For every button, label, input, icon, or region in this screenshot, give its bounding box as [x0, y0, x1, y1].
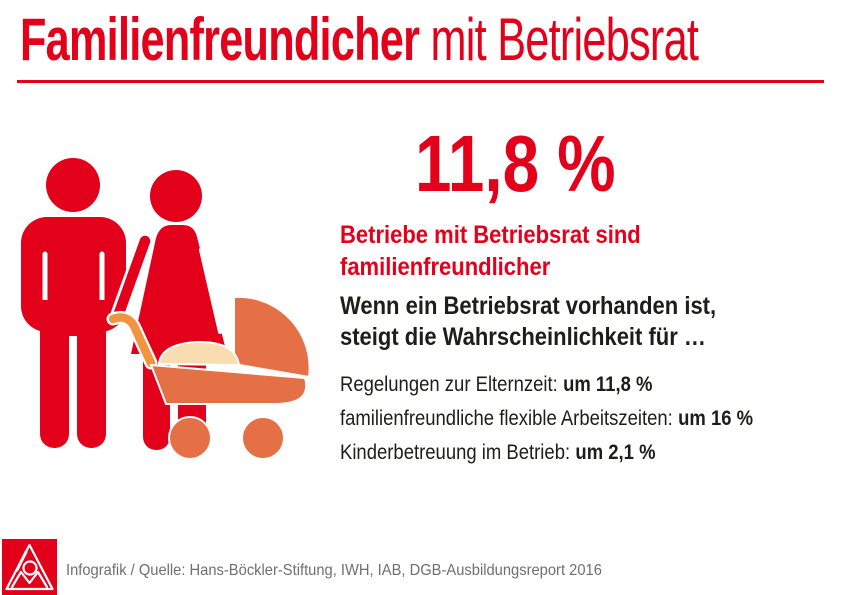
pram-handle — [108, 313, 156, 368]
woman-arm-left — [112, 235, 151, 322]
man-leg-right — [77, 310, 106, 448]
stat-label: Kinderbetreuung im Betrieb: — [340, 441, 571, 464]
pram-hood — [233, 295, 311, 379]
explanation-heading-line2: steigt die Wahrscheinlichkeit für … — [340, 323, 706, 351]
man-head — [46, 158, 100, 212]
page-title-bold: Familienfreundicher — [20, 6, 420, 73]
woman-figure — [110, 170, 227, 450]
stat-row-kinderbetreuung: Kinderbetreuung im Betrieb: um 2,1 % — [340, 440, 753, 465]
source-credit: Infografik / Quelle: Hans-Böckler-Stiftu… — [66, 562, 602, 579]
stat-row-arbeitszeiten: familienfreundliche flexible Arbeitszeit… — [340, 406, 753, 431]
stat-label: Regelungen zur Elternzeit: — [340, 373, 558, 396]
woman-dress — [131, 225, 227, 354]
key-statistic-caption-line2: familienfreundlicher — [340, 253, 551, 281]
stat-value: um 2,1 % — [575, 441, 656, 464]
pram-wheel-right — [241, 416, 285, 460]
page-title: Familienfreundicher mit Betriebsrat — [20, 6, 699, 73]
stat-row-elternzeit: Regelungen zur Elternzeit: um 11,8 % — [340, 372, 753, 397]
page-title-rest: mit Betriebsrat — [419, 6, 699, 73]
man-leg-left — [40, 310, 69, 448]
key-statistic: 11,8 % — [415, 119, 616, 208]
logo-letter-g — [22, 560, 38, 576]
pram-wheel-left — [168, 416, 212, 460]
ig-metall-logo — [2, 539, 57, 595]
man-figure — [21, 158, 126, 448]
baby-blanket — [157, 340, 241, 367]
explanation-heading: Wenn ein Betriebsrat vorhanden ist, stei… — [340, 291, 716, 353]
key-statistic-caption: Betriebe mit Betriebsrat sind familienfr… — [340, 219, 641, 283]
explanation-heading-line1: Wenn ein Betriebsrat vorhanden ist, — [340, 292, 717, 320]
woman-arm-slit-right — [199, 248, 222, 334]
pram-body — [149, 363, 308, 405]
woman-head — [150, 170, 202, 222]
family-with-pram-icon — [21, 158, 311, 460]
logo-letter-m — [10, 570, 49, 589]
logo-background — [2, 539, 57, 595]
title-divider — [17, 80, 824, 83]
stat-value: um 16 % — [678, 407, 754, 430]
stat-value: um 11,8 % — [563, 373, 653, 396]
stat-list: Regelungen zur Elternzeit: um 11,8 % fami… — [340, 372, 753, 474]
logo-letter-i — [15, 550, 28, 572]
pram-icon — [106, 295, 311, 460]
key-statistic-caption-line1: Betriebe mit Betriebsrat sind — [340, 221, 641, 249]
stat-label: familienfreundliche flexible Arbeitszeit… — [340, 407, 673, 430]
